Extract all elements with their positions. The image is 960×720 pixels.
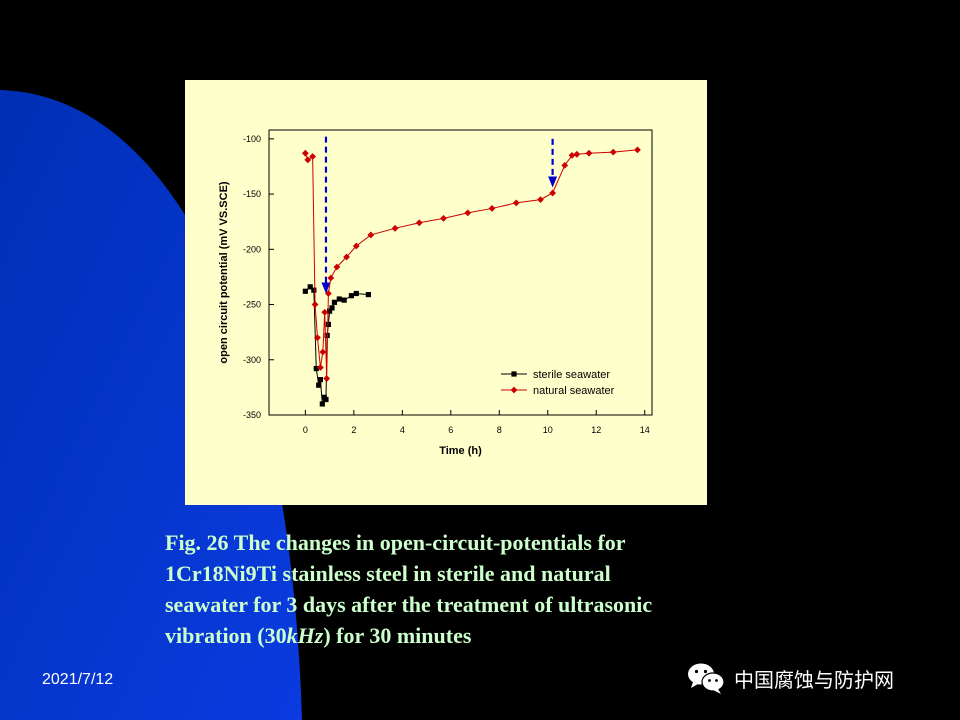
data-point xyxy=(309,153,317,160)
data-point xyxy=(325,321,331,328)
watermark: 中国腐蚀与防护网 xyxy=(686,660,894,696)
x-tick-label: 2 xyxy=(351,425,356,435)
data-point xyxy=(561,161,569,169)
figure-caption: Fig. 26 The changes in open-circuit-pote… xyxy=(165,527,785,651)
data-point xyxy=(512,199,520,207)
y-tick-label: -350 xyxy=(243,410,261,420)
data-point xyxy=(314,334,321,342)
data-point xyxy=(316,382,322,388)
data-point xyxy=(331,299,338,305)
x-tick-label: 6 xyxy=(448,425,453,435)
data-point xyxy=(537,196,544,203)
data-point xyxy=(311,287,317,293)
y-tick-label: -300 xyxy=(243,355,261,365)
data-point xyxy=(343,253,350,261)
data-point xyxy=(440,214,447,222)
data-point xyxy=(329,305,335,311)
data-point xyxy=(573,150,581,158)
x-tick-label: 8 xyxy=(497,425,502,435)
data-point xyxy=(311,301,319,308)
data-point xyxy=(609,148,617,156)
data-point xyxy=(348,293,355,299)
data-point xyxy=(301,149,309,157)
data-point xyxy=(324,290,332,297)
y-axis-label: open circuit potential (mV VS.SCE) xyxy=(218,181,230,363)
data-point xyxy=(327,274,335,282)
y-tick-label: -250 xyxy=(243,300,261,310)
x-tick-label: 4 xyxy=(400,425,405,435)
data-point xyxy=(333,263,341,271)
data-point xyxy=(327,308,333,314)
data-point xyxy=(319,401,325,407)
data-point xyxy=(317,377,323,383)
y-tick-label: -200 xyxy=(243,244,261,254)
data-point xyxy=(415,219,423,227)
legend-label: natural seawater xyxy=(533,385,615,397)
x-axis-label: Time (h) xyxy=(439,445,482,457)
x-tick-label: 12 xyxy=(591,425,601,435)
data-point xyxy=(549,189,557,197)
watermark-text: 中国腐蚀与防护网 xyxy=(734,667,894,692)
data-point xyxy=(634,146,641,154)
slide-date: 2021/7/12 xyxy=(42,671,114,688)
data-point xyxy=(365,291,371,298)
x-tick-label: 14 xyxy=(640,425,650,435)
y-tick-label: -100 xyxy=(243,134,261,144)
data-point xyxy=(323,375,331,382)
data-point xyxy=(488,205,496,212)
caption-line: vibration (30kHz) for 30 minutes xyxy=(165,623,472,648)
data-point xyxy=(464,209,472,217)
x-tick-label: 10 xyxy=(543,425,553,435)
data-point xyxy=(341,297,347,303)
data-point xyxy=(585,149,593,157)
x-tick-label: 0 xyxy=(303,425,308,435)
data-point xyxy=(307,284,313,290)
data-point xyxy=(391,224,399,232)
data-point xyxy=(336,296,342,302)
data-point xyxy=(302,288,308,294)
series-sterile-seawater xyxy=(302,284,371,407)
annotation-arrow-head xyxy=(321,282,331,294)
chart-panel: 0 2 4 6 8 10 12 14 -100 -150 -200 -250 -300 -350 Time … xyxy=(185,80,707,505)
data-point xyxy=(353,290,359,297)
plot-frame xyxy=(268,129,653,416)
caption-line: Fig. 26 The changes in open-circuit-pote… xyxy=(165,530,626,555)
annotation-arrow-head xyxy=(548,176,558,188)
data-point xyxy=(313,366,319,372)
caption-line: 1Cr18Ni9Ti stainless steel in sterile an… xyxy=(165,561,611,586)
wechat-icon xyxy=(688,663,725,694)
y-tick-label: -150 xyxy=(243,189,261,199)
data-point xyxy=(319,348,327,356)
caption-unit: kHz xyxy=(286,623,324,648)
data-point xyxy=(304,156,312,164)
series-natural-seawater xyxy=(301,146,641,382)
chart: 0 2 4 6 8 10 12 14 -100 -150 -200 -250 -300 -350 Time … xyxy=(218,129,653,457)
legend-marker xyxy=(510,386,518,394)
series-line xyxy=(304,149,638,379)
data-point xyxy=(316,364,324,371)
data-point xyxy=(321,308,329,316)
data-point xyxy=(568,152,576,159)
legend-marker xyxy=(511,371,517,377)
data-point xyxy=(367,231,375,239)
caption-line: seawater for 3 days after the treatment … xyxy=(165,592,653,617)
data-point xyxy=(323,396,329,403)
data-point xyxy=(352,242,360,250)
legend-label: sterile seawater xyxy=(533,369,610,381)
